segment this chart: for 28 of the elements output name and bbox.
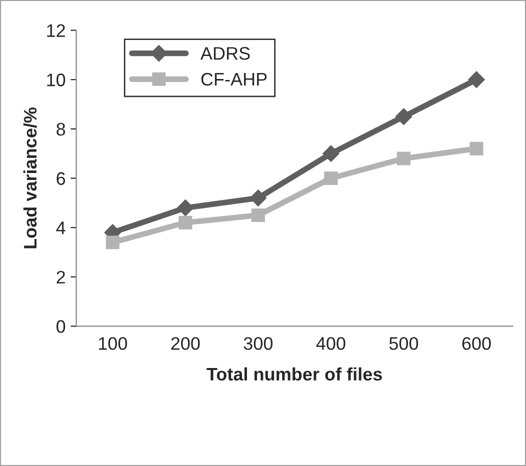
point [178, 216, 192, 230]
y-tick-label: 8 [56, 122, 66, 136]
point [177, 199, 194, 216]
legend-label: CF-AHP [201, 72, 267, 86]
y-tick-label: 10 [47, 74, 66, 86]
x-tick-label: 200 [171, 337, 200, 350]
y-axis-title: Load variance/% [23, 107, 37, 248]
point [396, 152, 410, 166]
x-tick-label: 500 [389, 337, 418, 350]
point [250, 190, 267, 206]
point [251, 208, 265, 222]
point [322, 145, 340, 162]
x-tick-label: 600 [462, 337, 491, 350]
x-tick-label: 100 [98, 337, 128, 350]
x-tick-label: 300 [244, 337, 273, 350]
y-tick-label: 4 [56, 222, 66, 234]
legend-label: ADRS [200, 47, 250, 60]
y-tick-label: 12 [47, 24, 65, 37]
y-tick-label: 6 [56, 172, 66, 185]
point [468, 71, 485, 88]
x-axis-title: Total number of files [206, 367, 382, 381]
point [106, 236, 120, 250]
point [324, 171, 338, 186]
x-tick-label: 400 [316, 337, 346, 350]
point [470, 142, 484, 156]
y-tick-label: 2 [56, 270, 65, 284]
point [395, 108, 412, 125]
y-tick-label: 0 [56, 320, 66, 333]
